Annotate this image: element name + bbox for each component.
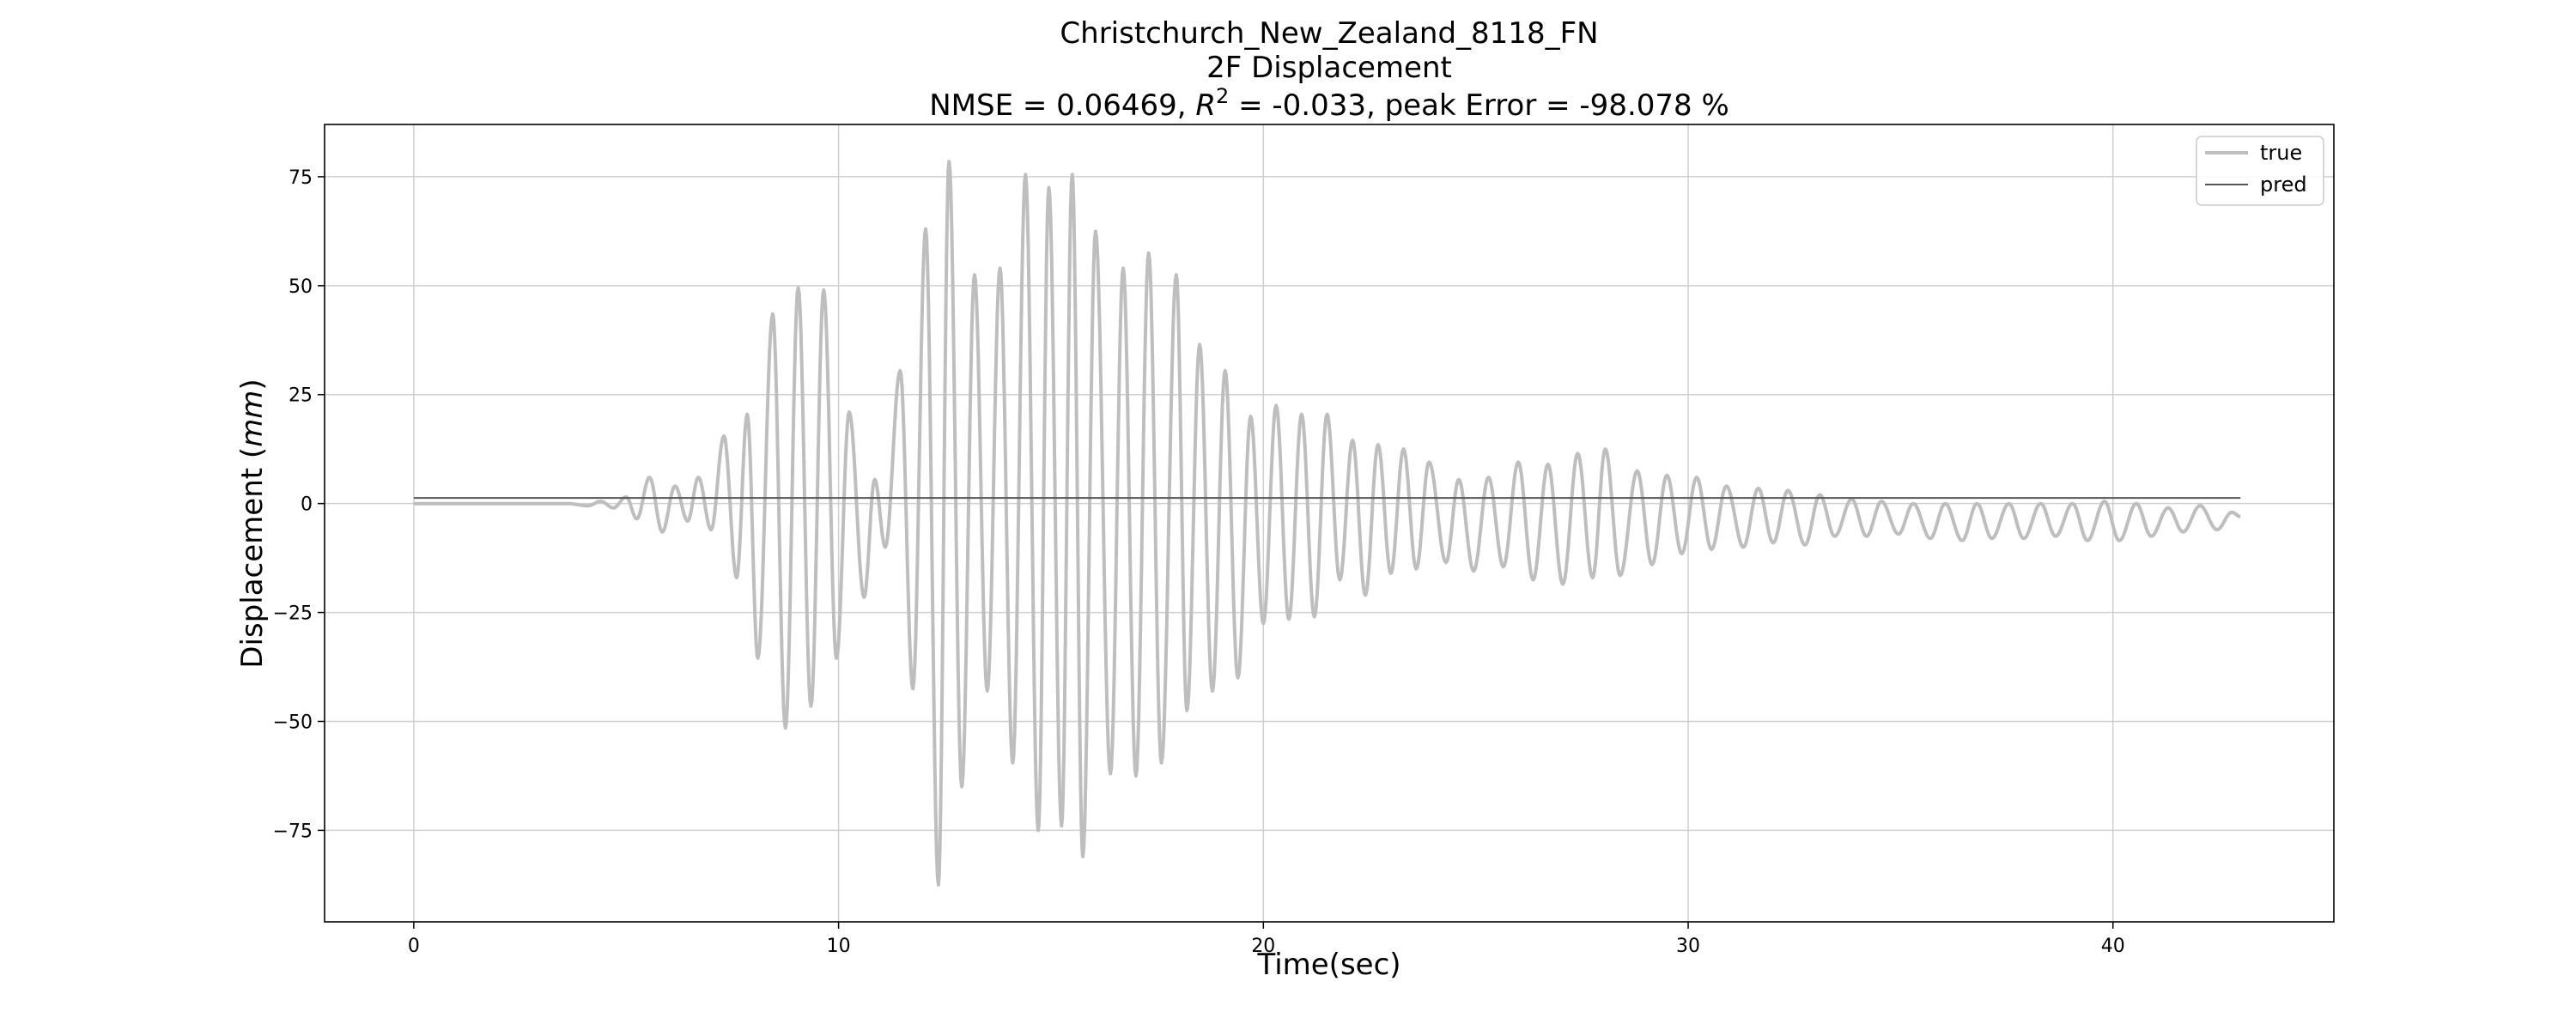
- y-tick-label: 75: [289, 167, 313, 189]
- metrics-r2-exponent: 2: [1216, 84, 1229, 108]
- y-axis-label-prefix: Displacement (: [235, 447, 270, 669]
- series-layer: [413, 160, 2242, 887]
- legend-label-pred: pred: [2260, 173, 2307, 197]
- y-axis-label-suffix: ): [235, 379, 270, 390]
- x-tick-label: 20: [1251, 936, 1275, 957]
- y-tick-label: −75: [273, 821, 313, 842]
- ticks: 0 10 20 30 40 −75 −50 −25 0 25 50 75: [273, 167, 2125, 957]
- chart-subtitle: 2F Displacement: [1206, 51, 1452, 85]
- y-axis-label: Displacement (mm): [235, 379, 270, 668]
- y-tick-label: 50: [289, 276, 313, 298]
- y-tick-label: 0: [301, 494, 313, 516]
- y-axis-label-unit: mm: [235, 391, 270, 447]
- x-tick-label: 10: [827, 936, 851, 957]
- y-tick-label: 25: [289, 385, 313, 407]
- x-tick-label: 0: [408, 936, 420, 957]
- metrics-r2-symbol: R: [1195, 88, 1216, 123]
- legend: true pred: [2196, 136, 2324, 206]
- x-tick-label: 30: [1676, 936, 1700, 957]
- chart-title: Christchurch_New_Zealand_8118_FN: [1060, 16, 1598, 51]
- plot-frame: [324, 124, 2335, 923]
- x-tick-label: 40: [2101, 936, 2125, 957]
- y-tick-label: −25: [273, 603, 313, 625]
- x-axis-label: Time(sec): [1256, 948, 1400, 982]
- y-tick-label: −50: [273, 712, 313, 733]
- legend-label-true: true: [2260, 141, 2302, 165]
- chart-metrics: NMSE = 0.06469, R2 = -0.033, peak Error …: [929, 84, 1729, 123]
- metrics-nmse: NMSE = 0.06469,: [929, 88, 1195, 123]
- metrics-r2-rest: = -0.033, peak Error = -98.078 %: [1229, 88, 1728, 123]
- series-true-line: [413, 160, 2242, 887]
